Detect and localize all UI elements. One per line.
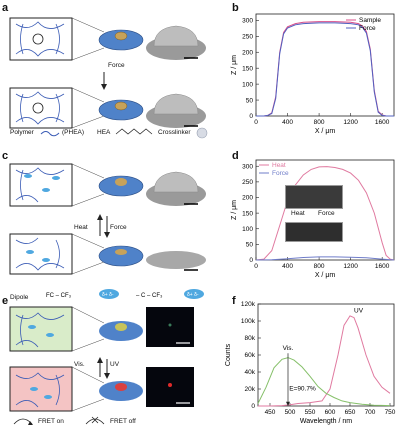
y-tick-label: 120k bbox=[241, 301, 256, 308]
panel-label-d: d bbox=[232, 150, 239, 162]
hea-structure-icon bbox=[115, 128, 153, 135]
x-tick-label: 600 bbox=[325, 409, 336, 416]
x-tick-label: 1600 bbox=[375, 119, 390, 126]
x-tick-label: 400 bbox=[282, 263, 293, 270]
x-tick-label: 450 bbox=[265, 409, 276, 416]
y-tick-label: 100k bbox=[241, 318, 256, 325]
arrow-label-heat: Heat bbox=[74, 224, 88, 231]
x-tick-label: 0 bbox=[254, 263, 258, 270]
y-axis-label: Z / μm bbox=[231, 200, 238, 220]
y-tick-label: 300 bbox=[242, 163, 253, 170]
arrow-label-vis: Vis. bbox=[74, 361, 85, 368]
y-tick-label: 50 bbox=[246, 242, 254, 249]
series-line-force bbox=[255, 256, 395, 261]
y-tick-label: 40k bbox=[245, 369, 256, 376]
inset-image-heat bbox=[285, 185, 343, 209]
x-tick-label: 1600 bbox=[375, 263, 390, 270]
x-tick-label: 750 bbox=[385, 409, 396, 416]
x-tick-label: 1200 bbox=[343, 119, 358, 126]
fret-on-arc-icon bbox=[13, 418, 33, 425]
y-tick-label: 50 bbox=[246, 97, 254, 104]
x-tick-label: 650 bbox=[345, 409, 356, 416]
panel-label-b: b bbox=[232, 2, 239, 14]
y-tick-label: 100 bbox=[242, 81, 253, 88]
legend-hea: HEA bbox=[97, 129, 111, 136]
legend-fret-off: FRET off bbox=[110, 418, 136, 425]
svg-text:FC – CF₃: FC – CF₃ bbox=[46, 293, 72, 299]
legend-label: Sample bbox=[359, 17, 381, 24]
arrow-label-force-c: Force bbox=[110, 224, 127, 231]
polymer-chain-icon bbox=[40, 131, 60, 137]
plot-frame bbox=[255, 159, 395, 261]
annotation-arrowhead bbox=[286, 401, 290, 406]
annotation-uv: UV bbox=[354, 308, 364, 315]
y-tick-label: 300 bbox=[242, 18, 253, 25]
x-axis-label: X / μm bbox=[315, 128, 336, 135]
plot-frame bbox=[255, 13, 395, 117]
series-line-heat bbox=[255, 166, 395, 261]
crosslinker-sphere-icon bbox=[196, 127, 208, 139]
y-tick-label: 80k bbox=[245, 335, 256, 342]
plot-frame bbox=[257, 303, 395, 407]
legend-label: Force bbox=[359, 25, 376, 32]
inset-label-force: Force bbox=[318, 210, 335, 217]
x-tick-label: 500 bbox=[285, 409, 296, 416]
arrow-label-force-a: Force bbox=[108, 62, 125, 69]
inset-image-force bbox=[285, 222, 343, 242]
y-tick-label: 60k bbox=[245, 352, 256, 359]
panel-label-e: e bbox=[2, 295, 9, 307]
y-tick-label: 0 bbox=[251, 403, 255, 410]
legend-dipole: Dipole bbox=[10, 294, 29, 301]
y-tick-label: 150 bbox=[242, 65, 253, 72]
y-tick-label: 0 bbox=[249, 257, 253, 264]
fret-off-arc-icon bbox=[85, 416, 105, 425]
x-tick-label: 550 bbox=[305, 409, 316, 416]
legend-phea: (PHEA) bbox=[62, 129, 85, 136]
series-line-uv bbox=[258, 315, 391, 407]
y-axis-label: Counts bbox=[225, 343, 232, 366]
x-tick-label: 700 bbox=[365, 409, 376, 416]
annotation-vis: Vis. bbox=[283, 345, 294, 352]
legend-crosslinker: Crosslinker bbox=[158, 129, 191, 136]
y-tick-label: 20k bbox=[245, 386, 256, 393]
panel-label-c: c bbox=[2, 150, 9, 162]
dipole-structures-icon: FC – CF₃ δ+ δ- – C – CF₃ δ+ δ- bbox=[46, 289, 204, 299]
fret-schematic-e bbox=[9, 306, 194, 412]
panel-label-a: a bbox=[2, 2, 9, 14]
x-tick-label: 800 bbox=[314, 263, 325, 270]
y-tick-label: 250 bbox=[242, 34, 253, 41]
svg-text:– C – CF₃: – C – CF₃ bbox=[136, 293, 163, 299]
x-axis-label: Wavelength / nm bbox=[300, 418, 352, 425]
chart-f: 450 500 550 600 650 700 750 0 20k 40k 60k 80k 100k 12… bbox=[225, 301, 396, 425]
legend-label: Force bbox=[272, 170, 289, 177]
x-axis-label: X / μm bbox=[315, 272, 336, 279]
legend-fret-on: FRET on bbox=[38, 418, 64, 425]
panel-label-f: f bbox=[232, 295, 236, 307]
dipole-network-schematic-c bbox=[9, 163, 206, 275]
y-axis-label: Z / μm bbox=[231, 55, 238, 75]
x-tick-label: 800 bbox=[314, 119, 325, 126]
x-tick-label: 0 bbox=[254, 119, 258, 126]
y-tick-label: 0 bbox=[249, 113, 253, 120]
series-line-force bbox=[256, 22, 394, 117]
y-tick-label: 250 bbox=[242, 179, 253, 186]
x-tick-label: 1200 bbox=[343, 263, 358, 270]
y-tick-label: 200 bbox=[242, 195, 253, 202]
inset-label-heat: Heat bbox=[291, 210, 305, 217]
y-tick-label: 200 bbox=[242, 49, 253, 56]
y-tick-label: 100 bbox=[242, 226, 253, 233]
network-schematic-a bbox=[9, 17, 206, 129]
series-line-vis bbox=[257, 357, 391, 407]
annotation-efficiency: E=90.7% bbox=[289, 386, 316, 393]
legend-polymer: Polymer bbox=[10, 129, 34, 136]
chart-d: 0 400 800 1200 1600 0 50 100 150 200 250 300 X / μm Z… bbox=[231, 159, 395, 279]
legend-label: Heat bbox=[272, 162, 286, 169]
arrow-label-uv: UV bbox=[110, 361, 120, 368]
svg-text:δ+ δ-: δ+ δ- bbox=[187, 292, 199, 298]
chart-b: 0 400 800 1200 1600 0 50 100 150 200 250 300 X / μm Z… bbox=[231, 13, 395, 135]
x-tick-label: 400 bbox=[282, 119, 293, 126]
svg-text:δ+ δ-: δ+ δ- bbox=[102, 292, 114, 298]
y-tick-label: 150 bbox=[242, 210, 253, 217]
series-line-sample bbox=[256, 21, 394, 117]
